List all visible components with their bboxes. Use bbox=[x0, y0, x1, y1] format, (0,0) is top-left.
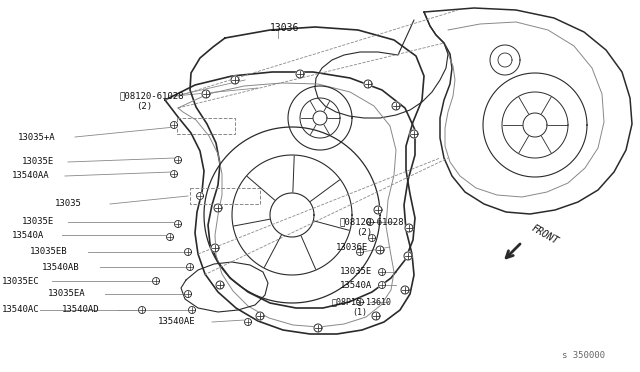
Text: 13035: 13035 bbox=[55, 199, 82, 208]
Text: (1): (1) bbox=[352, 308, 367, 317]
Polygon shape bbox=[189, 307, 195, 314]
Text: 13035EA: 13035EA bbox=[48, 289, 86, 298]
Polygon shape bbox=[356, 248, 364, 256]
Polygon shape bbox=[152, 278, 159, 285]
Polygon shape bbox=[374, 206, 382, 214]
Text: 13540A: 13540A bbox=[12, 231, 44, 240]
Polygon shape bbox=[392, 102, 400, 110]
Polygon shape bbox=[202, 90, 210, 98]
Text: 13540AC: 13540AC bbox=[2, 305, 40, 314]
Text: FRONT: FRONT bbox=[530, 223, 561, 247]
Polygon shape bbox=[356, 298, 364, 305]
Text: 13540AB: 13540AB bbox=[42, 263, 79, 272]
Polygon shape bbox=[214, 204, 222, 212]
Polygon shape bbox=[296, 70, 304, 78]
Polygon shape bbox=[170, 122, 177, 128]
Polygon shape bbox=[378, 282, 385, 289]
Text: Ⓛ08P15-13610: Ⓛ08P15-13610 bbox=[332, 298, 392, 307]
Polygon shape bbox=[372, 312, 380, 320]
Text: 13540AD: 13540AD bbox=[62, 305, 100, 314]
Text: 13540AA: 13540AA bbox=[12, 170, 50, 180]
Text: 13035+A: 13035+A bbox=[18, 132, 56, 141]
Text: 13036E: 13036E bbox=[336, 243, 368, 251]
Polygon shape bbox=[175, 221, 182, 228]
Polygon shape bbox=[231, 76, 239, 84]
Text: 13036: 13036 bbox=[270, 23, 300, 33]
Polygon shape bbox=[244, 318, 252, 326]
Text: 13540A: 13540A bbox=[340, 280, 372, 289]
Polygon shape bbox=[211, 244, 219, 252]
Text: (2): (2) bbox=[356, 228, 372, 237]
Polygon shape bbox=[186, 263, 193, 270]
Text: 13540AE: 13540AE bbox=[158, 317, 196, 327]
Polygon shape bbox=[405, 224, 413, 232]
Polygon shape bbox=[216, 281, 224, 289]
Text: 13035EC: 13035EC bbox=[2, 276, 40, 285]
Polygon shape bbox=[378, 269, 385, 276]
Polygon shape bbox=[376, 246, 384, 254]
Polygon shape bbox=[138, 307, 145, 314]
Text: (2): (2) bbox=[136, 103, 152, 112]
Polygon shape bbox=[184, 291, 191, 298]
Polygon shape bbox=[314, 324, 322, 332]
Text: s 350000: s 350000 bbox=[562, 352, 605, 360]
Polygon shape bbox=[404, 252, 412, 260]
Polygon shape bbox=[410, 130, 418, 138]
Text: Ⓑ08120-61028: Ⓑ08120-61028 bbox=[340, 218, 404, 227]
Polygon shape bbox=[364, 80, 372, 88]
Polygon shape bbox=[184, 248, 191, 256]
Polygon shape bbox=[196, 192, 204, 199]
Text: 13035EB: 13035EB bbox=[30, 247, 68, 257]
Polygon shape bbox=[166, 234, 173, 241]
Polygon shape bbox=[256, 312, 264, 320]
Text: 13035E: 13035E bbox=[22, 157, 54, 167]
Polygon shape bbox=[401, 286, 409, 294]
Polygon shape bbox=[175, 157, 182, 164]
Text: 13035E: 13035E bbox=[22, 218, 54, 227]
Polygon shape bbox=[369, 234, 376, 241]
Polygon shape bbox=[367, 218, 374, 225]
Text: 13035E: 13035E bbox=[340, 267, 372, 276]
Text: Ⓑ08120-61028: Ⓑ08120-61028 bbox=[120, 92, 184, 100]
Polygon shape bbox=[170, 170, 177, 177]
